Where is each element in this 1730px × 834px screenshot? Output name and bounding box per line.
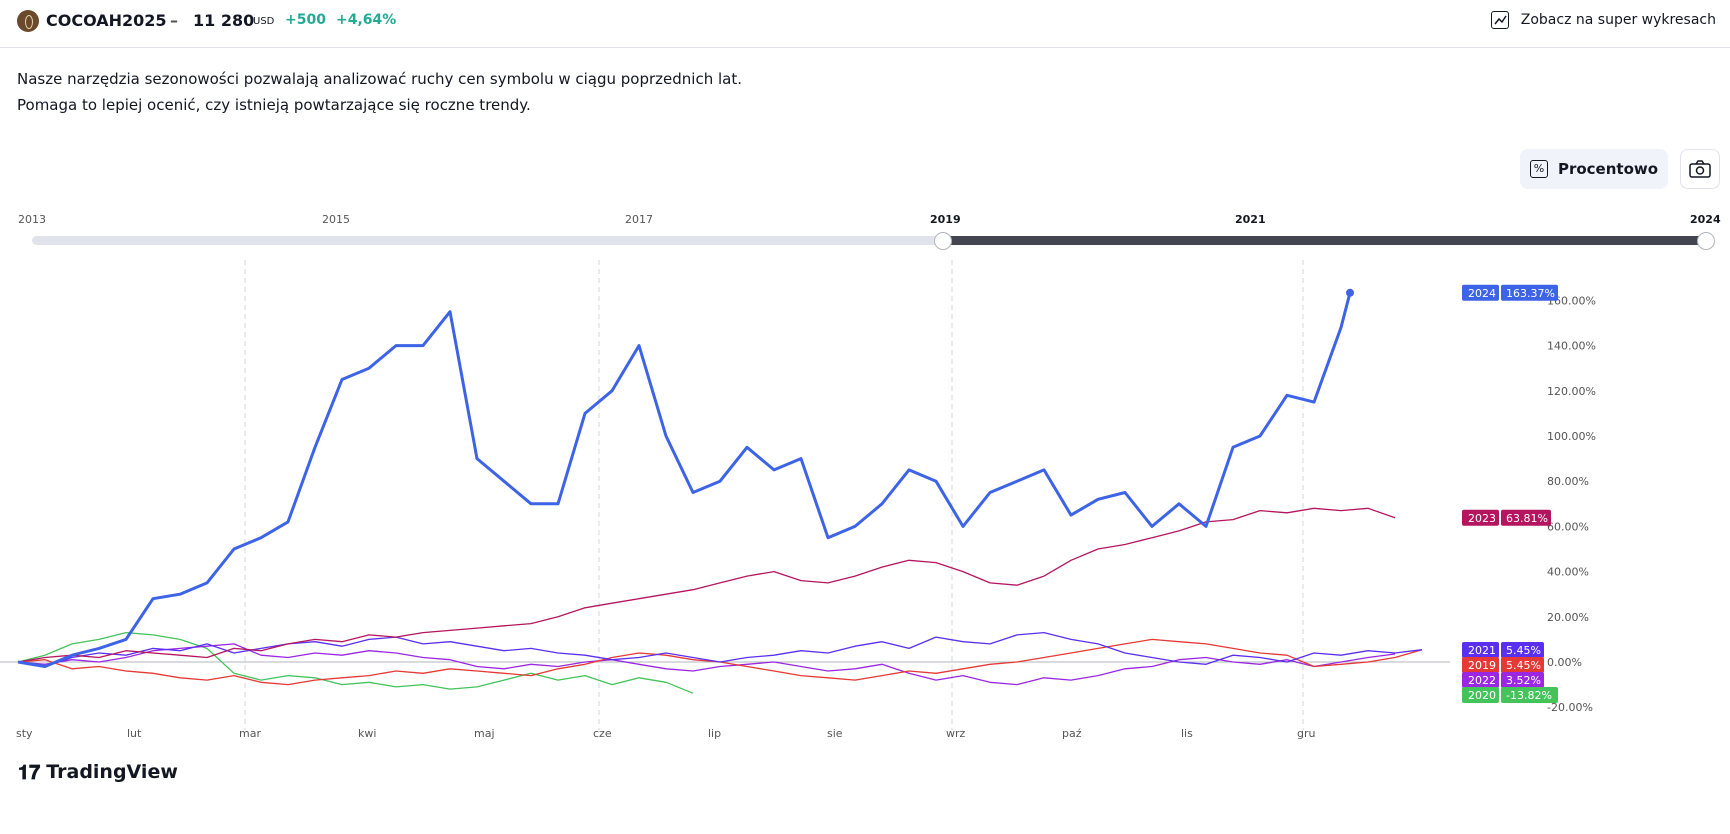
y-tick-label: 40.00%: [1547, 566, 1589, 579]
series-value-badge: [1501, 509, 1551, 526]
chart-icon: [1490, 11, 1509, 29]
price-change-percent: +4,64%: [336, 12, 397, 28]
series-value-label: 3.52%: [1506, 674, 1541, 687]
series-year-label: 2024: [1468, 287, 1496, 300]
series-year-badge: [1462, 284, 1499, 301]
series-year-badge: [1462, 509, 1499, 526]
series-year-label: 2022: [1468, 674, 1496, 687]
series-year-badge: [1462, 687, 1499, 703]
series-year-badge: [1462, 657, 1499, 673]
y-tick-label: 160.00%: [1547, 294, 1596, 307]
y-tick-label: 20.00%: [1547, 611, 1589, 624]
percent-icon: %: [1529, 160, 1548, 178]
slider-year: 2021: [1235, 213, 1266, 226]
price: 11 280: [193, 11, 255, 30]
screenshot-button[interactable]: [1680, 149, 1720, 189]
x-tick-label: maj: [474, 727, 495, 740]
range-start-handle[interactable]: [934, 232, 952, 250]
y-tick-label: 60.00%: [1547, 520, 1589, 533]
y-tick-label: 120.00%: [1547, 385, 1596, 398]
description: Nasze narzędzia sezonowości pozwalają an…: [17, 66, 742, 118]
series-line-2024: [17, 292, 1352, 668]
series-value-badge: [1501, 657, 1544, 673]
y-tick-label: 0.00%: [1547, 656, 1582, 669]
series-year-badge: [1462, 642, 1499, 658]
x-tick-label: lis: [1181, 727, 1193, 740]
x-tick-label: gru: [1297, 727, 1315, 740]
range-end-handle[interactable]: [1697, 232, 1715, 250]
super-charts-label: Zobacz na super wykresach: [1520, 12, 1716, 28]
slider-year: 2024: [1690, 213, 1721, 226]
tv-logo-icon: 𝟏𝟕: [18, 760, 41, 784]
selected-range[interactable]: [943, 236, 1706, 245]
symbol-name[interactable]: COCOAH2025: [46, 11, 167, 30]
brand-name: TradingView: [46, 761, 178, 783]
y-tick-label: -20.00%: [1547, 701, 1593, 714]
y-tick-label: 140.00%: [1547, 340, 1596, 353]
series-value-badge: [1501, 284, 1558, 301]
series-value-label: -13.82%: [1506, 689, 1552, 702]
slider-year: 2013: [18, 213, 46, 226]
series-value-label: 5.45%: [1506, 644, 1541, 657]
y-tick-label: 180.00%: [1547, 260, 1596, 262]
seasonality-chart: sty lut mar kwi maj cze lip sie wrz paź lis gru 180.…: [0, 260, 1596, 740]
price-change: +500: [285, 12, 326, 28]
slider-year: 2019: [930, 213, 961, 226]
last-point-2024: [1346, 288, 1354, 297]
symbol-header: COCOAH2025 – 11 280 USD +500 +4,64% Zoba…: [0, 0, 1730, 48]
x-tick-label: sty: [16, 727, 33, 740]
x-tick-label: mar: [239, 727, 261, 740]
tradingview-logo: 𝟏𝟕 TradingView: [18, 760, 178, 784]
year-range-slider[interactable]: [32, 236, 1708, 245]
series-value-label: 5.45%: [1506, 659, 1541, 672]
slider-year: 2015: [322, 213, 350, 226]
description-line: Nasze narzędzia sezonowości pozwalają an…: [17, 70, 743, 88]
separator: –: [170, 11, 178, 30]
series-year-label: 2023: [1468, 512, 1496, 525]
slider-year: 2017: [625, 213, 653, 226]
camera-icon: [1689, 160, 1711, 178]
x-tick-label: sie: [827, 727, 843, 740]
series-line-2023: [17, 507, 1396, 663]
x-tick-label: lut: [127, 727, 142, 740]
x-tick-label: paź: [1062, 727, 1082, 740]
series-value-badge: [1501, 687, 1558, 703]
description-line: Pomaga to lepiej ocenić, czy istnieją po…: [17, 96, 531, 114]
series-value-label: 163.37%: [1506, 287, 1555, 300]
x-tick-label: kwi: [358, 727, 376, 740]
y-tick-label: 80.00%: [1547, 475, 1589, 488]
x-tick-label: cze: [593, 727, 612, 740]
series-year-label: 2021: [1468, 644, 1496, 657]
currency: USD: [253, 16, 275, 27]
percent-label: Procentowo: [1557, 160, 1659, 178]
y-tick-label: 100.00%: [1547, 430, 1596, 443]
series-year-badge: [1462, 672, 1499, 688]
x-tick-label: wrz: [946, 727, 966, 740]
super-charts-link[interactable]: Zobacz na super wykresach: [1490, 11, 1716, 29]
series-year-label: 2020: [1468, 689, 1496, 702]
cocoa-logo-icon: [17, 10, 39, 32]
x-tick-label: lip: [708, 727, 721, 740]
series-value-badge: [1501, 672, 1544, 688]
series-value-label: 63.81%: [1506, 512, 1548, 525]
percent-toggle-button[interactable]: % Procentowo: [1520, 149, 1668, 189]
series-value-badge: [1501, 642, 1544, 658]
series-year-label: 2019: [1468, 659, 1496, 672]
